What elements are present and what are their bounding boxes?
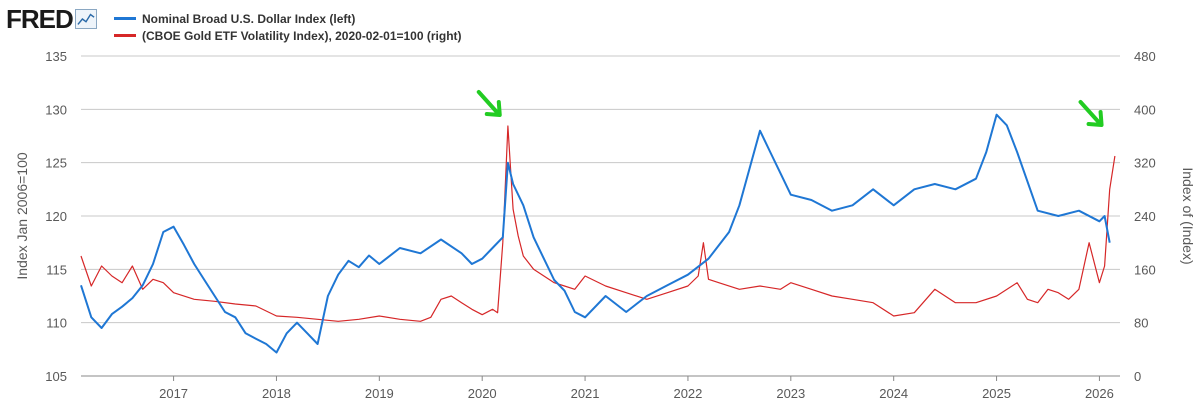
right-tick-label: 480 [1134, 49, 1156, 64]
left-tick-label: 125 [45, 156, 67, 171]
gold-volatility-line[interactable] [80, 125, 1116, 322]
chart-header: FRED Nominal Broad U.S. Dollar Index (le… [0, 0, 1200, 46]
annotation-arrow-shaft [476, 90, 499, 114]
right-tick-label: 80 [1134, 316, 1148, 331]
left-tick-label: 135 [45, 49, 67, 64]
x-tick-label: 2025 [982, 386, 1011, 401]
line-chart-icon [74, 9, 97, 29]
legend-swatch-blue [114, 17, 136, 20]
legend: Nominal Broad U.S. Dollar Index (left) (… [114, 10, 462, 44]
x-tick-label: 2021 [571, 386, 600, 401]
x-tick-label: 2018 [262, 386, 291, 401]
left-tick-label: 110 [46, 316, 67, 331]
fred-logo[interactable]: FRED [6, 6, 97, 32]
x-tick-label: 2024 [879, 386, 908, 401]
annotation-arrow-shaft [1078, 100, 1101, 124]
left-tick-label: 120 [45, 209, 67, 224]
dollar-index-line[interactable] [80, 113, 1111, 354]
x-tick-label: 2022 [673, 386, 702, 401]
legend-label-dollar: Nominal Broad U.S. Dollar Index (left) [142, 11, 356, 26]
logo-text: FRED [6, 4, 74, 34]
left-tick-label: 105 [45, 369, 67, 384]
legend-swatch-red [114, 34, 136, 37]
legend-item-gold-vol[interactable]: (CBOE Gold ETF Volatility Index), 2020-0… [114, 27, 462, 44]
left-axis-title: Index Jan 2006=100 [14, 152, 30, 279]
right-tick-label: 160 [1134, 262, 1156, 277]
legend-label-gold-vol: (CBOE Gold ETF Volatility Index), 2020-0… [142, 28, 462, 43]
annotation-arrow-head [484, 100, 502, 117]
legend-item-dollar[interactable]: Nominal Broad U.S. Dollar Index (left) [114, 10, 462, 27]
left-tick-label: 115 [46, 262, 67, 277]
right-tick-label: 400 [1134, 102, 1156, 117]
annotation-arrow-head [1086, 110, 1104, 127]
x-tick-label: 2017 [159, 386, 188, 401]
x-tick-label: 2020 [468, 386, 497, 401]
x-tick-label: 2026 [1085, 386, 1114, 401]
left-tick-label: 130 [45, 102, 67, 117]
x-tick-label: 2019 [365, 386, 394, 401]
x-tick-label: 2023 [776, 386, 805, 401]
right-tick-label: 240 [1134, 209, 1156, 224]
right-tick-label: 0 [1134, 369, 1141, 384]
right-tick-label: 320 [1134, 156, 1156, 171]
right-axis-title: Index of (Index) [1180, 167, 1196, 264]
